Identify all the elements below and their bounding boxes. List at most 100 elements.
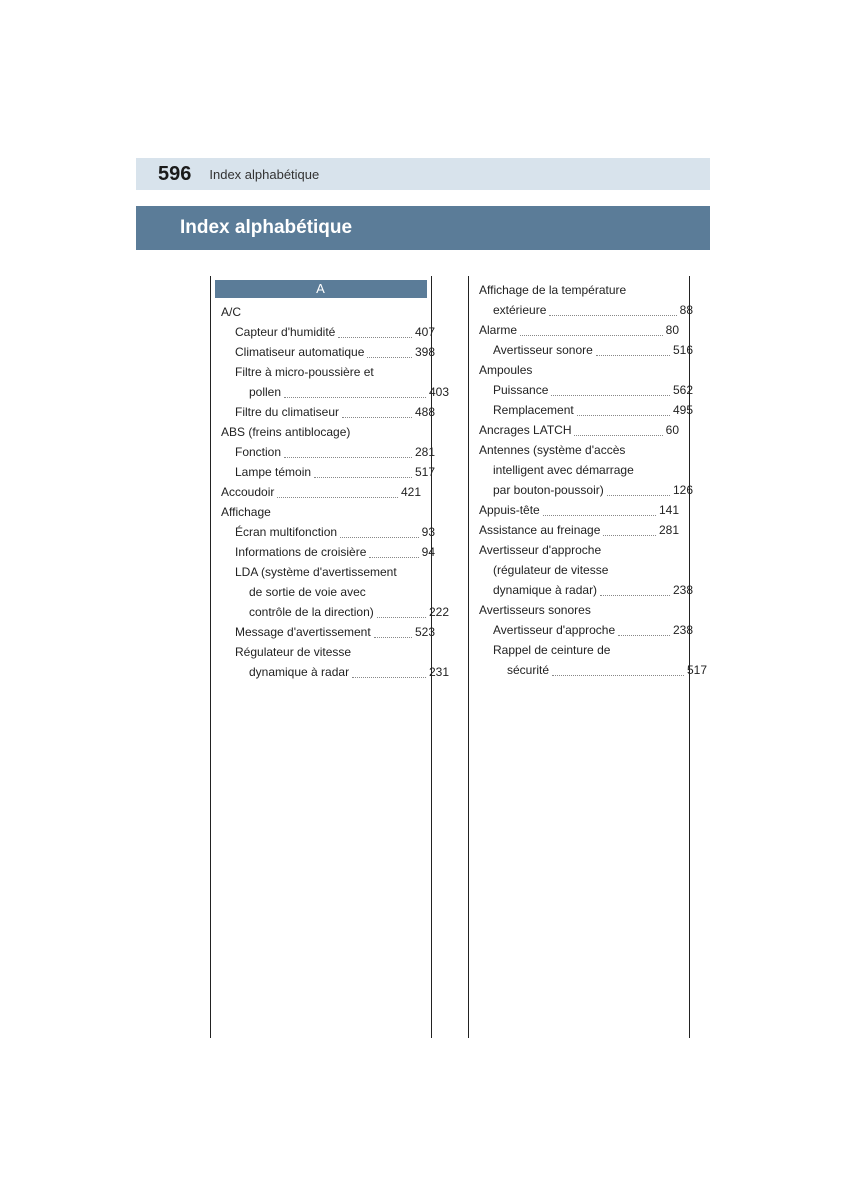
index-entry: Affichage <box>221 502 421 522</box>
index-entry: extérieure88 <box>493 300 693 320</box>
index-entry: Filtre à micro-poussière et <box>235 362 421 382</box>
title-bar: Index alphabétique <box>136 206 710 250</box>
title-text: Index alphabétique <box>136 217 352 239</box>
index-entry: Lampe témoin517 <box>235 462 435 482</box>
entry-label: Remplacement <box>493 400 673 420</box>
entry-label: Appuis-tête <box>479 500 659 520</box>
leader-dots <box>342 417 412 418</box>
leader-dots <box>284 397 426 398</box>
index-entry: Filtre du climatiseur488 <box>235 402 435 422</box>
entry-label: Alarme <box>479 320 666 340</box>
leader-dots <box>618 635 670 636</box>
entry-label: Puissance <box>493 380 673 400</box>
leader-dots <box>352 677 426 678</box>
leader-dots <box>520 335 663 336</box>
index-entry: Ancrages LATCH60 <box>479 420 679 440</box>
index-entry: Avertisseurs sonores <box>479 600 679 620</box>
entry-label: Avertisseur sonore <box>493 340 673 360</box>
leader-dots <box>374 637 412 638</box>
index-entry: Informations de croisière94 <box>235 542 435 562</box>
entry-page: 126 <box>673 480 693 500</box>
entry-label: Fonction <box>235 442 415 462</box>
entry-page: 516 <box>673 340 693 360</box>
index-entry: par bouton-poussoir) 126 <box>493 480 693 500</box>
entry-page: 562 <box>673 380 693 400</box>
index-entry: Régulateur de vitesse <box>235 642 421 662</box>
entry-label: extérieure <box>493 300 680 320</box>
entry-label: Message d'avertissement <box>235 622 415 642</box>
entry-text: Alarme <box>479 320 517 340</box>
entry-page: 281 <box>659 520 679 540</box>
index-entry: Accoudoir 421 <box>221 482 421 502</box>
index-entry: Avertisseur sonore 516 <box>493 340 693 360</box>
index-entry: dynamique à radar231 <box>249 662 449 682</box>
leader-dots <box>377 617 426 618</box>
entry-text: Assistance au freinage <box>479 520 600 540</box>
entry-text: Antennes (système d'accès <box>479 443 625 457</box>
leader-dots <box>314 477 412 478</box>
index-entry: Antennes (système d'accès <box>479 440 679 460</box>
index-entry: Affichage de la température <box>479 280 679 300</box>
index-entry: Remplacement495 <box>493 400 693 420</box>
entry-text: Fonction <box>235 442 281 462</box>
index-column-left: A A/CCapteur d'humidité407Climatiseur au… <box>210 276 432 1038</box>
running-header: 596 Index alphabétique <box>136 158 710 190</box>
index-entry: (régulateur de vitesse <box>493 560 679 580</box>
leader-dots <box>600 595 670 596</box>
entry-text: Capteur d'humidité <box>235 322 335 342</box>
index-entry: intelligent avec démarrage <box>493 460 679 480</box>
entry-page: 517 <box>687 660 707 680</box>
leader-dots <box>277 497 398 498</box>
entry-label: sécurité <box>507 660 687 680</box>
entry-label: Climatiseur automatique <box>235 342 415 362</box>
leader-dots <box>596 355 670 356</box>
entry-page: 238 <box>673 580 693 600</box>
entry-page: 488 <box>415 402 435 422</box>
entry-text: Lampe témoin <box>235 462 311 482</box>
entry-text: Remplacement <box>493 400 574 420</box>
entry-text: Rappel de ceinture de <box>493 643 610 657</box>
entry-page: 80 <box>666 320 679 340</box>
index-entry: Puissance562 <box>493 380 693 400</box>
entry-page: 231 <box>429 662 449 682</box>
leader-dots <box>369 557 418 558</box>
entry-text: Affichage de la température <box>479 283 626 297</box>
entry-page: 88 <box>680 300 693 320</box>
entry-label: dynamique à radar) <box>493 580 673 600</box>
entry-text: Filtre à micro-poussière et <box>235 365 374 379</box>
entry-text: Appuis-tête <box>479 500 540 520</box>
entry-page: 94 <box>422 542 435 562</box>
entry-text: Avertisseur sonore <box>493 340 593 360</box>
leader-dots <box>543 515 656 516</box>
index-entry: Fonction 281 <box>235 442 435 462</box>
entry-text: Écran multifonction <box>235 522 337 542</box>
entry-label: contrôle de la direction) <box>249 602 429 622</box>
entry-text: par bouton-poussoir) <box>493 480 604 500</box>
entry-label: dynamique à radar <box>249 662 429 682</box>
entry-page: 421 <box>401 482 421 502</box>
entry-text: intelligent avec démarrage <box>493 463 634 477</box>
entry-page: 93 <box>422 522 435 542</box>
entry-page: 281 <box>415 442 435 462</box>
leader-dots <box>338 337 412 338</box>
page: 596 Index alphabétique Index alphabétiqu… <box>0 0 848 1200</box>
index-entry: Appuis-tête141 <box>479 500 679 520</box>
entry-text: Avertisseur d'approche <box>493 620 615 640</box>
leader-dots <box>367 357 412 358</box>
entry-text: contrôle de la direction) <box>249 602 374 622</box>
entry-label: Capteur d'humidité <box>235 322 415 342</box>
entry-text: Avertisseur d'approche <box>479 543 601 557</box>
entry-page: 60 <box>666 420 679 440</box>
index-entry: contrôle de la direction)222 <box>249 602 449 622</box>
entry-text: Avertisseurs sonores <box>479 603 591 617</box>
leader-dots <box>607 495 670 496</box>
entry-text: Message d'avertissement <box>235 622 371 642</box>
entry-text: Régulateur de vitesse <box>235 645 351 659</box>
entry-page: 407 <box>415 322 435 342</box>
entry-text: sécurité <box>507 660 549 680</box>
entry-page: 403 <box>429 382 449 402</box>
index-entry: sécurité 517 <box>507 660 707 680</box>
leader-dots <box>284 457 412 458</box>
entry-text: Accoudoir <box>221 482 274 502</box>
entry-label: Avertisseur d'approche <box>493 620 673 640</box>
